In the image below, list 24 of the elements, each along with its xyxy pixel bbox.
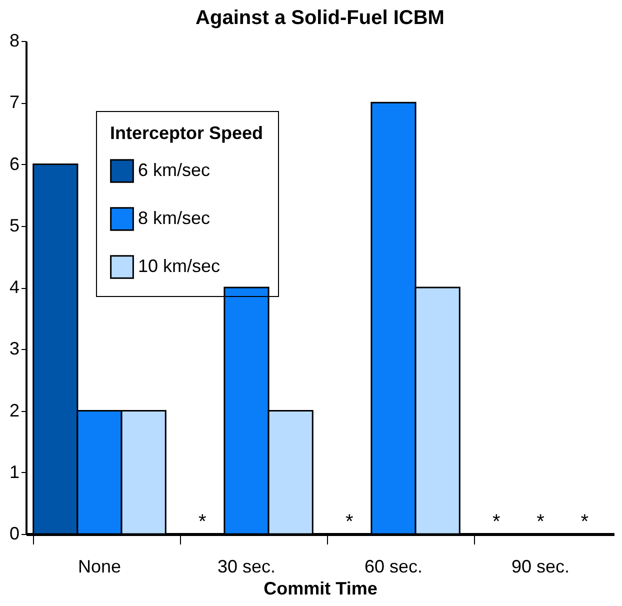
- x-tick-label: 60 sec.: [364, 556, 423, 576]
- x-tick-label: 30 sec.: [217, 556, 276, 576]
- legend-label: 8 km/sec: [138, 208, 210, 228]
- y-tick-label: 6: [9, 154, 20, 174]
- legend-label: 10 km/sec: [138, 256, 220, 276]
- y-tick-label: 8: [9, 30, 20, 50]
- y-tick-label: 7: [9, 92, 20, 112]
- chart-title: Against a Solid-Fuel ICBM: [196, 7, 444, 29]
- x-tick-label: None: [78, 556, 122, 576]
- legend-title: Interceptor Speed: [110, 123, 264, 143]
- y-tick-label: 4: [9, 277, 20, 297]
- text: *: [346, 511, 354, 533]
- y-tick-label: 0: [9, 524, 20, 544]
- y-tick-label: 2: [9, 400, 20, 420]
- legend-label: 6 km/sec: [138, 160, 210, 180]
- y-tick-label: 5: [9, 215, 20, 236]
- text: *: [536, 511, 544, 533]
- x-axis-title: Commit Time: [264, 578, 378, 598]
- x-tick-label: 90 sec.: [511, 556, 570, 576]
- y-tick-label: 3: [9, 338, 20, 359]
- text: *: [580, 511, 588, 533]
- text: *: [492, 511, 500, 533]
- y-tick-label: 1: [9, 462, 20, 482]
- text: *: [198, 511, 206, 533]
